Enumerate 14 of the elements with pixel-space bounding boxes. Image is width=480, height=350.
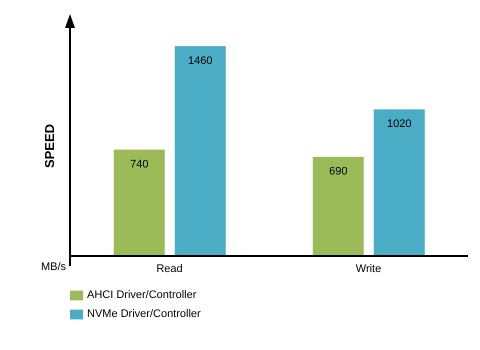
data-label: 1460 [188, 54, 213, 67]
bar [374, 109, 425, 256]
legend-label: NVMe Driver/Controller [87, 308, 201, 320]
data-label: 1020 [387, 118, 412, 130]
data-label: 690 [329, 166, 348, 178]
x-tick-label: Read [156, 262, 183, 275]
text: MB/s [40, 261, 66, 273]
bar [174, 46, 226, 256]
x-tick-label: Write [356, 262, 382, 275]
legend-label: AHCI Driver/Controller [87, 289, 196, 301]
y-axis-title: SPEED [42, 124, 57, 168]
bar [114, 150, 165, 256]
data-label: 740 [130, 158, 148, 170]
bar [312, 156, 364, 256]
